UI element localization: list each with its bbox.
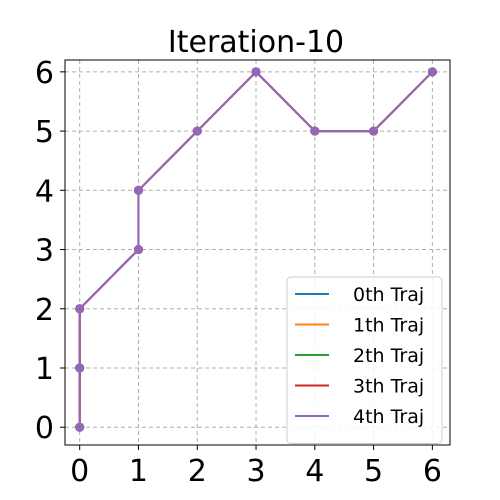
y-tick-label: 6 bbox=[35, 56, 54, 91]
data-point bbox=[192, 126, 202, 136]
data-point bbox=[369, 126, 379, 136]
data-point bbox=[251, 67, 261, 77]
y-tick-label: 4 bbox=[35, 174, 54, 209]
y-axis: 0 1 2 3 4 5 6 bbox=[35, 56, 65, 446]
legend-label: 3th Traj bbox=[353, 376, 424, 398]
x-tick-label: 6 bbox=[423, 454, 442, 489]
x-axis: 0 1 2 3 4 5 6 bbox=[70, 445, 442, 489]
legend-label: 0th Traj bbox=[353, 284, 424, 306]
y-tick-label: 2 bbox=[35, 293, 54, 328]
data-point bbox=[310, 126, 320, 136]
chart-title: Iteration-10 bbox=[168, 25, 344, 60]
data-point bbox=[75, 363, 85, 373]
x-tick-label: 1 bbox=[129, 454, 148, 489]
data-point bbox=[133, 185, 143, 195]
data-point bbox=[133, 245, 143, 255]
x-tick-label: 0 bbox=[70, 454, 89, 489]
y-tick-label: 0 bbox=[35, 411, 54, 446]
legend-box bbox=[286, 276, 443, 444]
y-tick-label: 5 bbox=[35, 115, 54, 150]
legend-label: 4th Traj bbox=[353, 406, 424, 428]
series-line bbox=[78, 70, 434, 428]
y-tick-label: 1 bbox=[35, 352, 54, 387]
legend-label: 1th Traj bbox=[353, 315, 424, 337]
data-point bbox=[75, 422, 85, 432]
series-layer bbox=[75, 67, 437, 432]
x-tick-label: 3 bbox=[246, 454, 265, 489]
series-4 bbox=[75, 67, 437, 432]
x-tick-label: 5 bbox=[364, 454, 383, 489]
y-tick-label: 3 bbox=[35, 234, 54, 269]
x-tick-label: 2 bbox=[188, 454, 207, 489]
data-point bbox=[427, 67, 437, 77]
legend-label: 2th Traj bbox=[353, 345, 424, 367]
x-tick-label: 4 bbox=[305, 454, 324, 489]
plot-area bbox=[64, 59, 451, 446]
data-point bbox=[75, 304, 85, 314]
legend: 0th Traj 1th Traj 2th Traj 3th Traj 4th Traj bbox=[286, 276, 443, 444]
